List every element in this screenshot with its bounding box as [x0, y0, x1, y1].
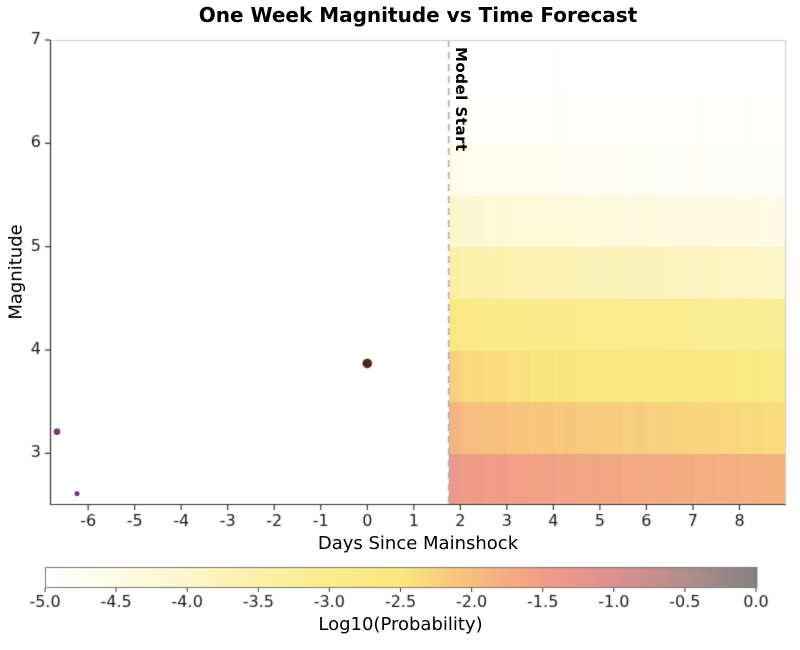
x-axis-label: Days Since Mainshock: [317, 533, 519, 554]
y-axis-label: Magnitude: [5, 224, 27, 320]
chart-title: One Week Magnitude vs Time Forecast: [198, 3, 638, 27]
model-start-annotation: Model Start: [452, 47, 470, 152]
colorbar-label: Log10(Probability): [318, 614, 483, 635]
